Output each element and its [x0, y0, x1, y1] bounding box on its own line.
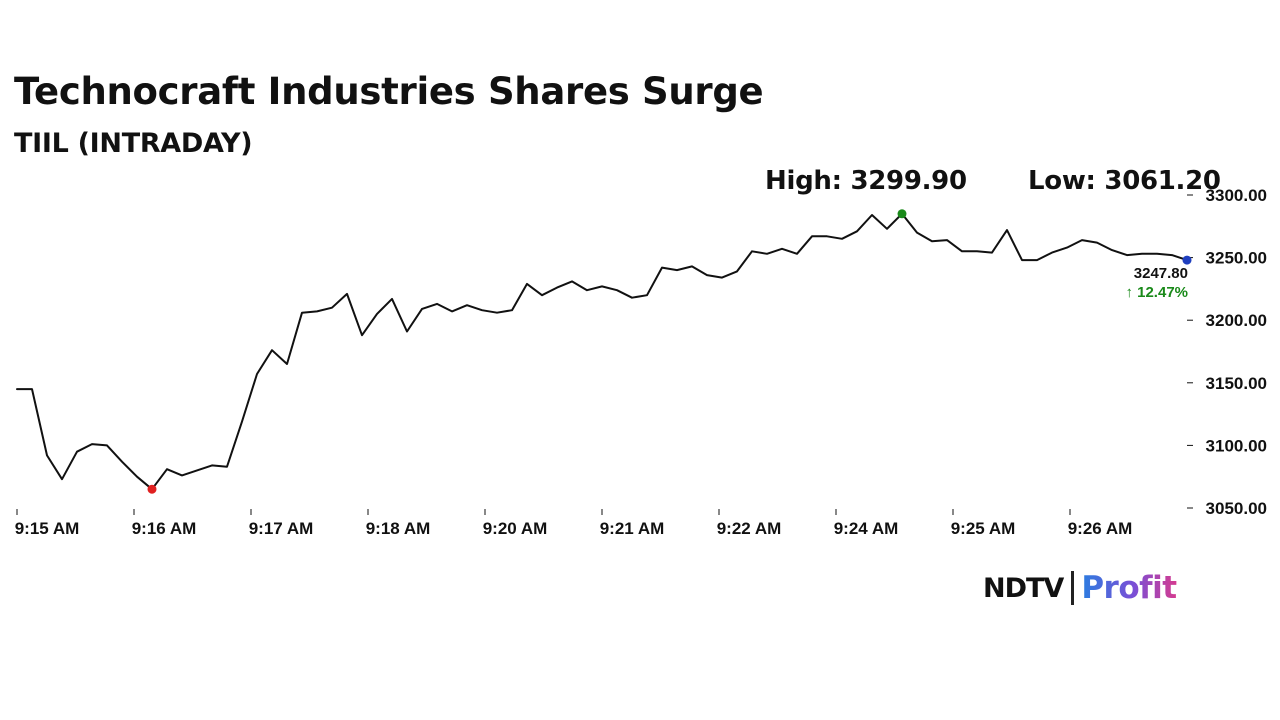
y-tick-label: 3100.00	[1206, 436, 1267, 455]
low-marker	[147, 484, 157, 494]
page-title: Technocraft Industries Shares Surge	[14, 70, 764, 113]
x-tick-label: 9:26 AM	[1068, 519, 1133, 538]
price-line	[16, 212, 1188, 491]
y-tick-label: 3050.00	[1206, 499, 1267, 518]
x-tick-label: 9:20 AM	[483, 519, 548, 538]
last-marker	[1182, 255, 1192, 265]
x-tick-label: 9:21 AM	[600, 519, 665, 538]
y-axis: 3050.00 3100.00 3150.00 3200.00 3250.00 3300.…	[1187, 186, 1267, 518]
x-axis: 9:15 AM 9:16 AM 9:17 AM 9:18 AM 9:20 AM 9:21 …	[15, 509, 1133, 538]
x-tick-label: 9:25 AM	[951, 519, 1016, 538]
change-label: ↑ 12.47%	[1125, 284, 1188, 301]
brand-ndtv: NDTV	[983, 572, 1064, 604]
last-price-label: 3247.80	[1134, 265, 1188, 282]
high-stat: High: 3299.90	[765, 166, 967, 196]
y-tick-label: 3150.00	[1206, 374, 1267, 393]
low-stat: Low: 3061.20	[1028, 166, 1221, 196]
ndtv-profit-logo: NDTV Profit	[983, 568, 1177, 608]
y-tick-label: 3250.00	[1206, 249, 1267, 268]
x-tick-label: 9:22 AM	[717, 519, 782, 538]
x-tick-label: 9:16 AM	[132, 519, 197, 538]
page-subtitle: TIIL (INTRADAY)	[14, 128, 253, 159]
x-tick-label: 9:18 AM	[366, 519, 431, 538]
brand-divider	[1071, 571, 1075, 605]
brand-profit: Profit	[1081, 570, 1177, 606]
y-tick-label: 3300.00	[1206, 186, 1267, 205]
high-marker	[897, 209, 907, 219]
x-tick-label: 9:15 AM	[15, 519, 80, 538]
y-tick-label: 3200.00	[1206, 311, 1267, 330]
x-tick-label: 9:17 AM	[249, 519, 314, 538]
markers	[147, 209, 1192, 494]
x-tick-label: 9:24 AM	[834, 519, 899, 538]
